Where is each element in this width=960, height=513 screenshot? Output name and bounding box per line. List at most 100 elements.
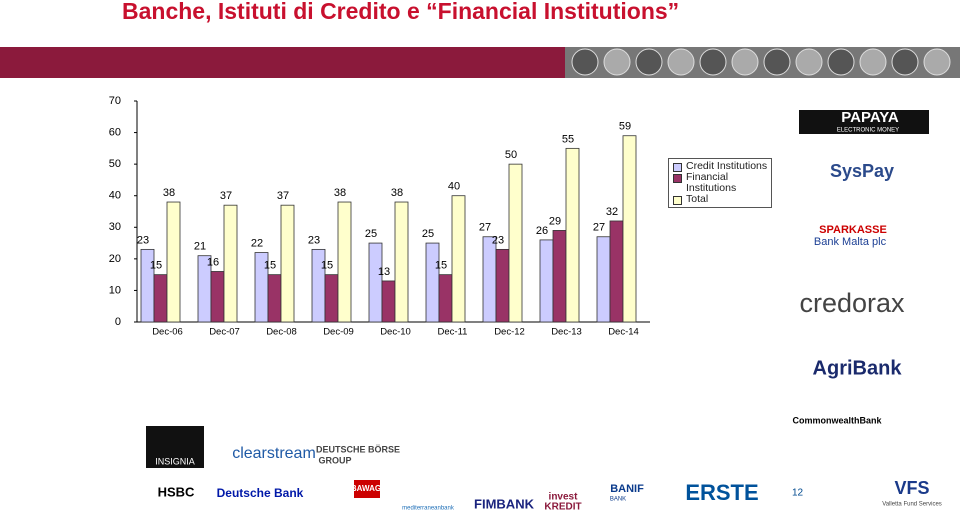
logo-text: FIMBANK	[474, 496, 535, 511]
data-label: 15	[264, 260, 276, 272]
data-label: 16	[207, 256, 219, 268]
logo-text: ERSTE	[685, 480, 758, 505]
x-tick-label: Dec-12	[494, 327, 525, 338]
ornament	[603, 48, 631, 76]
bar	[552, 230, 567, 323]
data-label: 23	[308, 234, 320, 246]
logo-text: KREDIT	[544, 502, 581, 513]
bar	[394, 201, 409, 323]
bar	[337, 201, 352, 323]
y-tick-label: 50	[109, 158, 121, 170]
logo-text: HSBC	[158, 484, 195, 499]
logo-box	[799, 110, 929, 134]
ornament	[891, 48, 919, 76]
logo-text: INSIGNIA	[155, 456, 195, 466]
bar	[609, 220, 624, 323]
bar	[438, 274, 453, 323]
data-label: 23	[492, 234, 504, 246]
ornament	[571, 48, 599, 76]
bar	[324, 274, 339, 323]
legend-label: Credit Institutions	[686, 160, 768, 172]
logo-text: PAPAYA	[841, 109, 899, 126]
logo-text: ELECTRONIC MONEY	[837, 128, 899, 134]
data-label: 37	[220, 190, 232, 202]
logo-text: invest	[549, 492, 579, 503]
bar	[482, 236, 497, 323]
x-tick-label: Dec-14	[608, 327, 639, 338]
y-tick-label: 70	[109, 95, 121, 107]
y-tick-label: 60	[109, 126, 121, 138]
data-label: 37	[277, 190, 289, 202]
bar	[451, 195, 466, 323]
y-tick-label: 30	[109, 221, 121, 233]
data-label: 38	[163, 187, 175, 199]
bar	[223, 204, 238, 323]
legend-item: Credit Institutions	[672, 161, 768, 172]
logo-text: credorax	[799, 288, 905, 318]
data-label: 55	[562, 133, 574, 145]
logo-box	[354, 480, 380, 498]
legend-swatch	[673, 163, 682, 172]
data-label: 13	[378, 266, 390, 278]
bar	[425, 242, 440, 323]
bar	[539, 239, 554, 323]
data-label: 40	[448, 181, 460, 193]
bar	[267, 274, 282, 323]
y-tick-label: 0	[115, 316, 121, 328]
y-tick-label: 20	[109, 253, 121, 265]
legend-item: Total	[672, 194, 768, 205]
bar	[495, 248, 510, 323]
x-tick-label: Dec-06	[152, 327, 183, 338]
ornament	[923, 48, 951, 76]
y-tick-label: 40	[109, 190, 121, 202]
bar	[166, 201, 181, 323]
logo-text: BANIF	[610, 483, 644, 495]
slide-title: Banche, Istituti di Credito e “Financial…	[122, 0, 679, 24]
data-label: 59	[619, 121, 631, 133]
logo-text: DEUTSCHE BÖRSE	[316, 444, 400, 454]
logo-text: VFS	[894, 478, 929, 498]
logo-text: Deutsche Bank	[217, 486, 304, 500]
data-label: 15	[435, 260, 447, 272]
x-tick-label: Dec-08	[266, 327, 297, 338]
logo-box	[146, 426, 204, 468]
logo-text: CommonwealthBank	[792, 415, 882, 425]
logo-text: SPARKASSE	[819, 224, 887, 236]
bar	[210, 271, 225, 323]
ornament	[827, 48, 855, 76]
ornament	[795, 48, 823, 76]
legend-swatch	[673, 196, 682, 205]
x-tick-label: Dec-13	[551, 327, 582, 338]
data-label: 27	[479, 222, 491, 234]
data-label: 32	[606, 206, 618, 218]
legend-swatch	[673, 174, 682, 183]
data-label: 22	[251, 237, 263, 249]
x-tick-label: Dec-10	[380, 327, 411, 338]
data-label: 29	[549, 215, 561, 227]
data-label: 27	[593, 222, 605, 234]
bar	[368, 242, 383, 323]
legend-label: Financial Institutions	[686, 171, 737, 194]
logo-text: mediterraneanbank	[402, 506, 455, 512]
data-label: 25	[422, 228, 434, 240]
bar	[596, 236, 611, 323]
ornament	[731, 48, 759, 76]
bar	[622, 135, 637, 323]
data-label: 15	[321, 260, 333, 272]
bar	[153, 274, 168, 323]
ornament	[635, 48, 663, 76]
data-label: 50	[505, 149, 517, 161]
data-label: 38	[334, 187, 346, 199]
ornament	[763, 48, 791, 76]
data-label: 15	[150, 260, 162, 272]
ornament	[667, 48, 695, 76]
logo-text: SysPay	[830, 161, 894, 181]
logo-text: BANK	[610, 497, 626, 503]
bar	[381, 280, 396, 323]
bar	[508, 163, 523, 323]
legend: Credit Institutions Financial Institution…	[668, 158, 772, 208]
legend-item: Financial Institutions	[672, 172, 768, 194]
data-label: 21	[194, 241, 206, 253]
logo-text: BAWAG	[351, 484, 381, 493]
